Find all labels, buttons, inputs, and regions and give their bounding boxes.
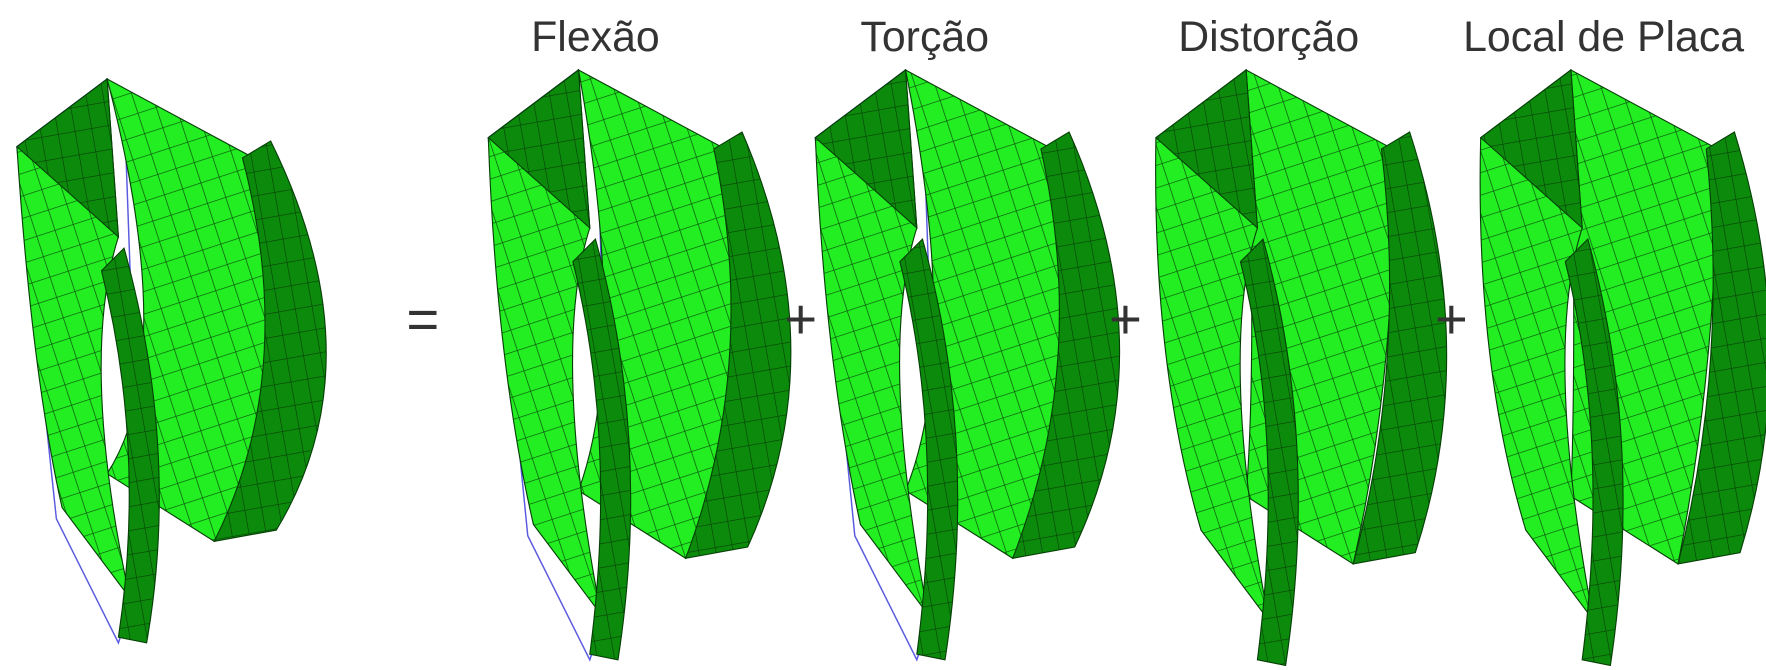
operator: + [784,287,817,350]
mode-label: Flexão [531,13,660,61]
mode-label: Distorção [1178,13,1359,61]
operator: + [1435,287,1468,350]
diagram: Flexão Torção Distorção Local de Placa =… [0,0,1766,670]
operator: = [406,287,439,350]
page: Flexão Torção Distorção Local de Placa =… [0,0,1766,670]
figures [17,70,1766,665]
operator: + [1109,287,1142,350]
mode-label: Local de Placa [1463,13,1744,61]
mode-label: Torção [860,13,989,61]
